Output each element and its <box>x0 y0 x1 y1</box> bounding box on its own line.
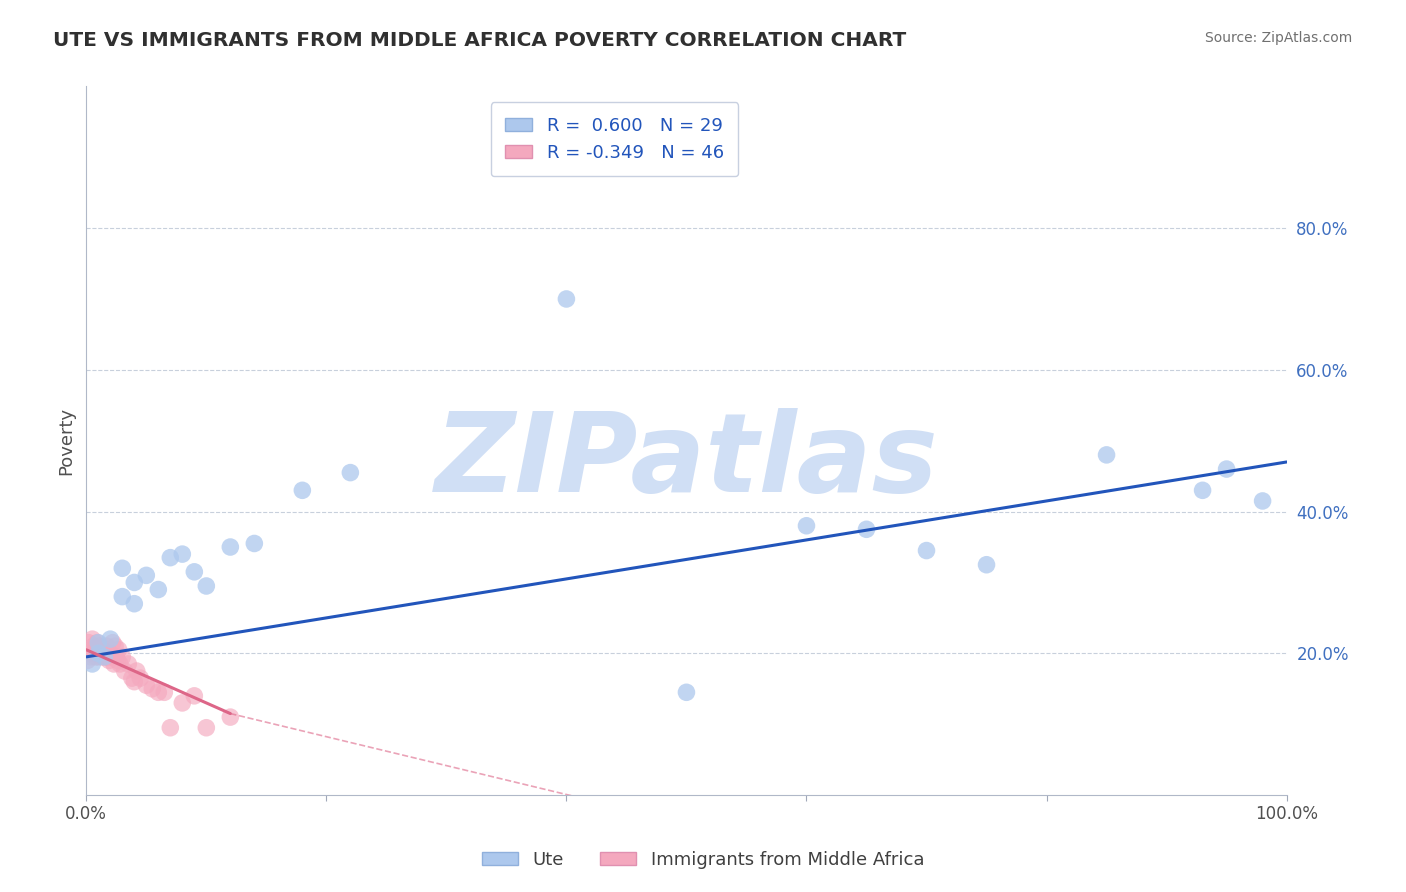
Point <box>107 642 129 657</box>
Point <box>89 646 111 660</box>
Point <box>114 664 136 678</box>
Point <box>111 649 134 664</box>
Point <box>183 689 205 703</box>
Point <box>117 657 139 671</box>
Point <box>104 639 127 653</box>
Point <box>1251 494 1274 508</box>
Point <box>98 653 121 667</box>
Point <box>84 649 107 664</box>
Point <box>195 721 218 735</box>
Point <box>83 646 105 660</box>
Point <box>90 649 112 664</box>
Point <box>1215 462 1237 476</box>
Point <box>976 558 998 572</box>
Point <box>105 649 128 664</box>
Point <box>129 671 152 685</box>
Legend: Ute, Immigrants from Middle Africa: Ute, Immigrants from Middle Africa <box>475 844 931 876</box>
Point <box>87 639 110 653</box>
Point <box>148 685 170 699</box>
Point <box>124 674 146 689</box>
Y-axis label: Poverty: Poverty <box>58 407 75 475</box>
Point <box>219 710 242 724</box>
Point <box>195 579 218 593</box>
Point <box>80 649 103 664</box>
Point <box>135 678 157 692</box>
Point <box>111 590 134 604</box>
Point <box>107 653 129 667</box>
Point <box>1191 483 1213 498</box>
Point <box>148 582 170 597</box>
Point <box>124 575 146 590</box>
Point <box>291 483 314 498</box>
Point <box>141 681 163 696</box>
Point <box>97 649 120 664</box>
Point <box>1095 448 1118 462</box>
Point <box>172 696 194 710</box>
Text: Source: ZipAtlas.com: Source: ZipAtlas.com <box>1205 31 1353 45</box>
Point <box>100 649 122 664</box>
Legend: R =  0.600   N = 29, R = -0.349   N = 46: R = 0.600 N = 29, R = -0.349 N = 46 <box>491 103 738 177</box>
Point <box>675 685 697 699</box>
Point <box>159 721 181 735</box>
Point <box>555 292 578 306</box>
Point <box>108 657 131 671</box>
Point <box>915 543 938 558</box>
Point <box>101 636 124 650</box>
Point <box>82 639 104 653</box>
Point <box>96 639 118 653</box>
Point <box>93 649 115 664</box>
Point <box>77 636 100 650</box>
Point <box>855 522 877 536</box>
Point <box>86 636 108 650</box>
Point <box>94 649 117 664</box>
Point <box>135 568 157 582</box>
Point <box>103 657 125 671</box>
Point <box>796 518 818 533</box>
Point <box>111 561 134 575</box>
Point <box>219 540 242 554</box>
Point <box>121 671 143 685</box>
Text: UTE VS IMMIGRANTS FROM MIDDLE AFRICA POVERTY CORRELATION CHART: UTE VS IMMIGRANTS FROM MIDDLE AFRICA POV… <box>53 31 907 50</box>
Point <box>339 466 361 480</box>
Point <box>87 646 110 660</box>
Point <box>172 547 194 561</box>
Point <box>82 657 104 671</box>
Point <box>90 639 112 653</box>
Point <box>82 632 104 647</box>
Point <box>79 646 101 660</box>
Point <box>93 646 115 660</box>
Point <box>98 646 121 660</box>
Point <box>91 642 114 657</box>
Point <box>76 653 98 667</box>
Point <box>124 597 146 611</box>
Point <box>243 536 266 550</box>
Text: ZIPatlas: ZIPatlas <box>434 409 938 516</box>
Point <box>87 649 110 664</box>
Point <box>159 550 181 565</box>
Point <box>82 642 104 657</box>
Point <box>98 632 121 647</box>
Point <box>183 565 205 579</box>
Point <box>87 636 110 650</box>
Point <box>125 664 148 678</box>
Point <box>153 685 176 699</box>
